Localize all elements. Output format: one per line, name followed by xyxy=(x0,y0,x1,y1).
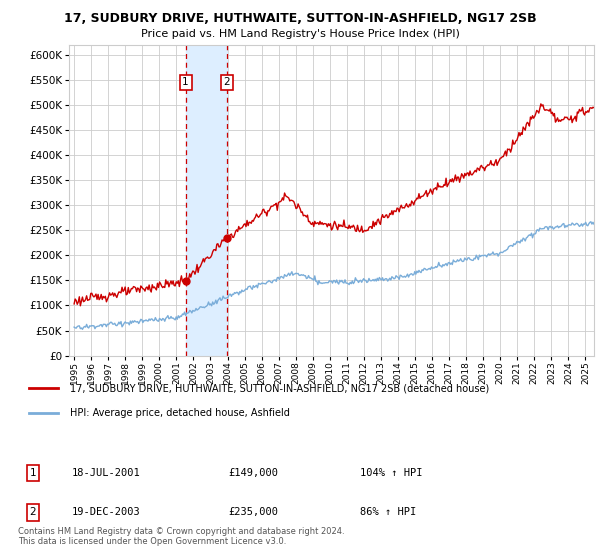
Text: 17, SUDBURY DRIVE, HUTHWAITE, SUTTON-IN-ASHFIELD, NG17 2SB: 17, SUDBURY DRIVE, HUTHWAITE, SUTTON-IN-… xyxy=(64,12,536,25)
Text: HPI: Average price, detached house, Ashfield: HPI: Average price, detached house, Ashf… xyxy=(70,408,289,418)
Text: Price paid vs. HM Land Registry's House Price Index (HPI): Price paid vs. HM Land Registry's House … xyxy=(140,29,460,39)
Text: 86% ↑ HPI: 86% ↑ HPI xyxy=(360,507,416,517)
Text: 18-JUL-2001: 18-JUL-2001 xyxy=(72,468,141,478)
Text: 2: 2 xyxy=(224,77,230,87)
Text: £149,000: £149,000 xyxy=(228,468,278,478)
Bar xyxy=(185,45,227,356)
Text: 1: 1 xyxy=(29,468,37,478)
Text: Contains HM Land Registry data © Crown copyright and database right 2024.
This d: Contains HM Land Registry data © Crown c… xyxy=(18,526,344,546)
Text: 1: 1 xyxy=(182,77,189,87)
Text: 2: 2 xyxy=(29,507,37,517)
Text: 19-DEC-2003: 19-DEC-2003 xyxy=(72,507,141,517)
Text: £235,000: £235,000 xyxy=(228,507,278,517)
Text: 17, SUDBURY DRIVE, HUTHWAITE, SUTTON-IN-ASHFIELD, NG17 2SB (detached house): 17, SUDBURY DRIVE, HUTHWAITE, SUTTON-IN-… xyxy=(70,383,489,393)
Text: 104% ↑ HPI: 104% ↑ HPI xyxy=(360,468,422,478)
